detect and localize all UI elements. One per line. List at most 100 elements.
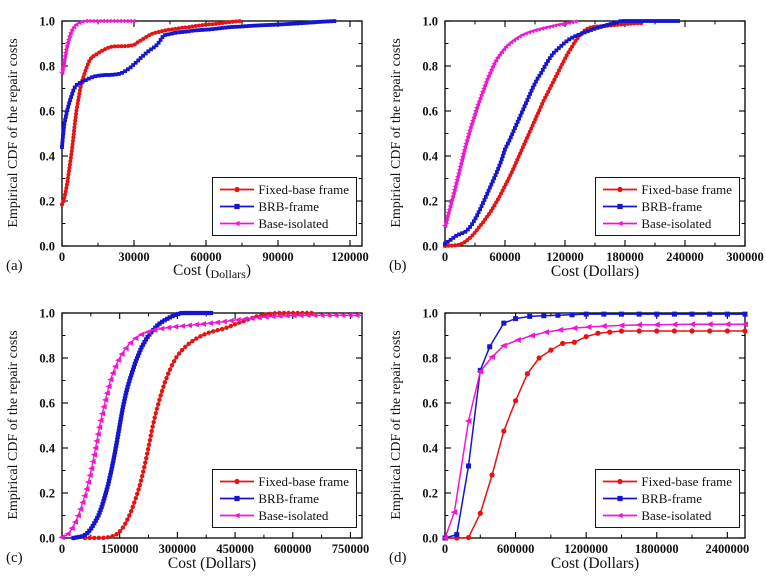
legend-box: Fixed-base frame BRB-frame Base-isolated (595, 177, 740, 236)
markers-base-isolated (442, 19, 578, 228)
series-fixed-base-frame (442, 328, 748, 541)
x-tick-label: 60000 (190, 250, 221, 264)
legend-marker-fixed-base-frame (220, 478, 255, 485)
legend-entry-fixed-base-frame: Fixed-base frame (601, 181, 732, 198)
legend-label: Base-isolated (258, 507, 329, 523)
legend-box: Fixed-base frame BRB-frame Base-isolated (212, 469, 357, 528)
legend-label: Fixed-base frame (258, 181, 349, 197)
curve-brb-frame (61, 20, 336, 148)
panel-label: (d) (389, 550, 407, 566)
axes: 0 30000 60000 90000 120000 0.0 0.2 0.4 0.6 0.8 1.0 (39, 14, 368, 264)
markers-fixed-base-frame (442, 328, 748, 541)
x-tick-label: 180000 (606, 250, 644, 264)
y-axis-label: Empirical CDF of the repair costs (389, 330, 404, 520)
panel-label: (b) (389, 258, 407, 274)
legend-entry-base-isolated: Base-isolated (601, 507, 732, 524)
plot-canvas-d: 0 600000 1200000 1800000 2400000 0.0 0.2 0.4 0.6… (422, 306, 749, 556)
legend-entry-fixed-base-frame: Fixed-base frame (218, 181, 349, 198)
legend-entry-base-isolated: Base-isolated (601, 215, 732, 232)
legend-marker-brb-frame (603, 203, 638, 210)
x-axis-label-prefix: Cost ( (550, 555, 589, 572)
x-axis-label-prefix: Cost ( (550, 263, 589, 280)
x-tick-label: 0 (59, 250, 65, 264)
legend-label: BRB-frame (641, 198, 703, 214)
plot-canvas-b: 0 60000 120000 180000 240000 300000 0.0 0.2 0.4 0… (422, 14, 764, 264)
legend-box: Fixed-base frame BRB-frame Base-isolated (212, 177, 357, 236)
subplot-c: 0 150000 300000 450000 600000 750000 0.0 0.2 0.4… (0, 292, 383, 584)
y-tick-label: 0.8 (39, 351, 55, 365)
legend-marker-base-isolated (603, 512, 638, 519)
markers-base-isolated (58, 312, 360, 541)
x-axis-label: Cost (Dollars) (168, 555, 256, 573)
series-brb-frame (60, 19, 337, 149)
subplot-a: 0 30000 60000 90000 120000 0.0 0.2 0.4 0.6 0.8 1.0… (0, 0, 383, 292)
x-tick-label: 90000 (262, 250, 293, 264)
x-tick-label: 450000 (216, 542, 254, 556)
x-tick-label: 0 (442, 250, 448, 264)
legend-marker-base-isolated (220, 512, 255, 519)
legend-label: Fixed-base frame (641, 181, 732, 197)
legend-label: Base-isolated (641, 507, 712, 523)
x-axis-label-unit: Dollars (205, 555, 251, 572)
legend-marker-fixed-base-frame (603, 478, 638, 485)
x-tick-label: 300000 (726, 250, 764, 264)
y-tick-label: 0.8 (422, 59, 438, 73)
x-tick-label: 240000 (666, 250, 704, 264)
legend-entry-brb-frame: BRB-frame (218, 490, 349, 507)
x-axis-label: Cost (Dollars) (551, 263, 639, 281)
y-tick-label: 0.6 (39, 396, 55, 410)
x-tick-label: 60000 (489, 250, 520, 264)
legend-marker-base-isolated (603, 220, 638, 227)
markers-base-isolated (59, 18, 136, 75)
y-axis-label: Empirical CDF of the repair costs (6, 330, 21, 520)
legend-entry-base-isolated: Base-isolated (218, 215, 349, 232)
x-axis-label-prefix: Cost ( (167, 555, 206, 572)
x-tick-label: 2400000 (705, 542, 749, 556)
legend-entry-brb-frame: BRB-frame (601, 490, 732, 507)
y-tick-label: 0.2 (39, 194, 55, 208)
y-tick-label: 0.4 (39, 149, 55, 163)
legend-label: Base-isolated (258, 215, 329, 231)
x-tick-label: 750000 (332, 542, 370, 556)
y-tick-label: 0.2 (422, 194, 438, 208)
x-axis-label-suffix: ) (633, 555, 640, 572)
y-tick-label: 0.2 (39, 486, 55, 500)
subplot-d: 0 600000 1200000 1800000 2400000 0.0 0.2 0.4 0.6… (383, 292, 766, 584)
legend-marker-fixed-base-frame (603, 186, 638, 193)
y-tick-label: 0.2 (422, 486, 438, 500)
panel-label: (a) (6, 258, 23, 274)
legend-label: Fixed-base frame (641, 473, 732, 489)
legend-label: BRB-frame (258, 198, 320, 214)
x-tick-label: 1200000 (564, 542, 608, 556)
y-axis-label: Empirical CDF of the repair costs (6, 38, 21, 228)
markers-brb-frame (60, 19, 337, 149)
legend-entry-brb-frame: BRB-frame (218, 198, 349, 215)
x-axis-label-suffix: ) (245, 262, 251, 279)
y-tick-label: 1.0 (422, 306, 438, 320)
x-tick-label: 300000 (159, 542, 197, 556)
legend-entry-fixed-base-frame: Fixed-base frame (218, 473, 349, 490)
legend-entry-fixed-base-frame: Fixed-base frame (601, 473, 732, 490)
markers-brb-frame (71, 310, 214, 541)
y-tick-label: 1.0 (39, 14, 55, 28)
markers-brb-frame (443, 19, 680, 246)
panel-label: (c) (6, 550, 23, 566)
legend-marker-base-isolated (220, 220, 255, 227)
y-axis-label: Empirical CDF of the repair costs (389, 38, 404, 228)
y-tick-label: 0.6 (39, 104, 55, 118)
series-brb-frame (443, 19, 680, 246)
y-tick-label: 0.8 (39, 59, 55, 73)
x-tick-label: 0 (442, 542, 448, 556)
subplot-b: 0 60000 120000 180000 240000 300000 0.0 0.2 0.4 0… (383, 0, 766, 292)
legend-marker-brb-frame (220, 203, 255, 210)
y-tick-label: 0.4 (39, 441, 55, 455)
legend-box: Fixed-base frame BRB-frame Base-isolated (595, 469, 740, 528)
y-tick-label: 1.0 (422, 14, 438, 28)
legend-marker-brb-frame (220, 495, 255, 502)
x-axis-label-prefix: Cost ( (173, 262, 211, 279)
y-tick-label: 0.6 (422, 396, 438, 410)
y-tick-label: 1.0 (39, 306, 55, 320)
x-tick-label: 0 (59, 542, 65, 556)
series-base-isolated (59, 18, 136, 75)
plot-canvas-a: 0 30000 60000 90000 120000 0.0 0.2 0.4 0.6 0.8 1.0 (39, 14, 368, 264)
